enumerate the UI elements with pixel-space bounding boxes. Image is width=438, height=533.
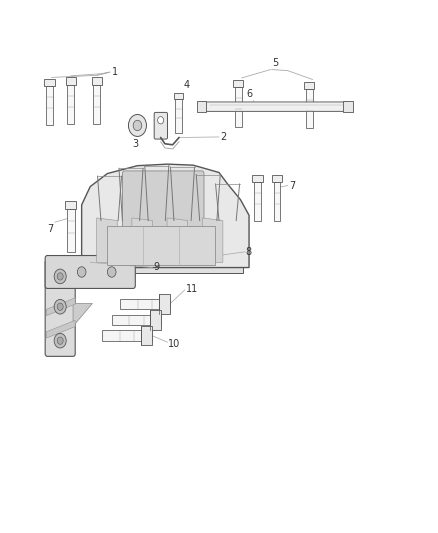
Bar (197, 101, 206, 112)
Bar (107, 226, 215, 265)
Circle shape (54, 269, 66, 284)
Bar (272, 175, 282, 182)
Text: 8: 8 (246, 247, 252, 257)
FancyBboxPatch shape (201, 102, 349, 111)
Bar (254, 182, 261, 221)
Polygon shape (132, 218, 152, 262)
Bar (343, 101, 353, 112)
Polygon shape (73, 303, 92, 326)
FancyBboxPatch shape (45, 260, 75, 357)
Text: 4: 4 (184, 80, 190, 90)
Bar (252, 175, 263, 182)
FancyBboxPatch shape (45, 255, 135, 288)
Circle shape (57, 303, 63, 310)
Bar (233, 80, 244, 87)
Text: 1: 1 (112, 67, 118, 77)
Bar (173, 93, 183, 99)
Bar (306, 89, 313, 128)
Bar (67, 209, 75, 252)
Polygon shape (97, 218, 117, 262)
Bar (175, 99, 182, 133)
Bar (65, 201, 77, 209)
Circle shape (57, 273, 63, 280)
Circle shape (54, 333, 66, 348)
Text: 9: 9 (153, 262, 159, 271)
Bar (92, 77, 102, 85)
Circle shape (128, 115, 146, 136)
Bar (273, 182, 280, 221)
Bar (46, 86, 53, 125)
Text: 7: 7 (289, 181, 295, 190)
Bar (93, 85, 100, 124)
Polygon shape (159, 294, 170, 314)
Polygon shape (150, 310, 161, 330)
Bar (88, 260, 243, 273)
Polygon shape (112, 314, 161, 325)
Polygon shape (202, 218, 223, 262)
Polygon shape (167, 218, 187, 262)
Bar (304, 82, 314, 89)
Polygon shape (120, 299, 170, 309)
Bar (67, 85, 74, 124)
Circle shape (78, 266, 86, 277)
Text: 7: 7 (48, 224, 54, 233)
Bar (66, 77, 76, 85)
Text: 3: 3 (133, 139, 139, 149)
Text: 11: 11 (186, 284, 198, 294)
Bar (235, 87, 242, 126)
Circle shape (57, 337, 63, 344)
Circle shape (133, 120, 142, 131)
Polygon shape (141, 326, 152, 345)
FancyBboxPatch shape (154, 112, 167, 139)
Bar (44, 79, 55, 86)
Circle shape (158, 117, 164, 124)
FancyBboxPatch shape (123, 171, 204, 228)
Polygon shape (46, 298, 75, 316)
Polygon shape (81, 164, 249, 268)
Text: 10: 10 (168, 339, 180, 349)
Polygon shape (46, 320, 75, 338)
Text: 6: 6 (246, 90, 252, 99)
Circle shape (107, 266, 116, 277)
Text: 2: 2 (220, 132, 226, 142)
Polygon shape (102, 330, 152, 341)
Text: 5: 5 (272, 58, 279, 68)
Circle shape (54, 300, 66, 314)
